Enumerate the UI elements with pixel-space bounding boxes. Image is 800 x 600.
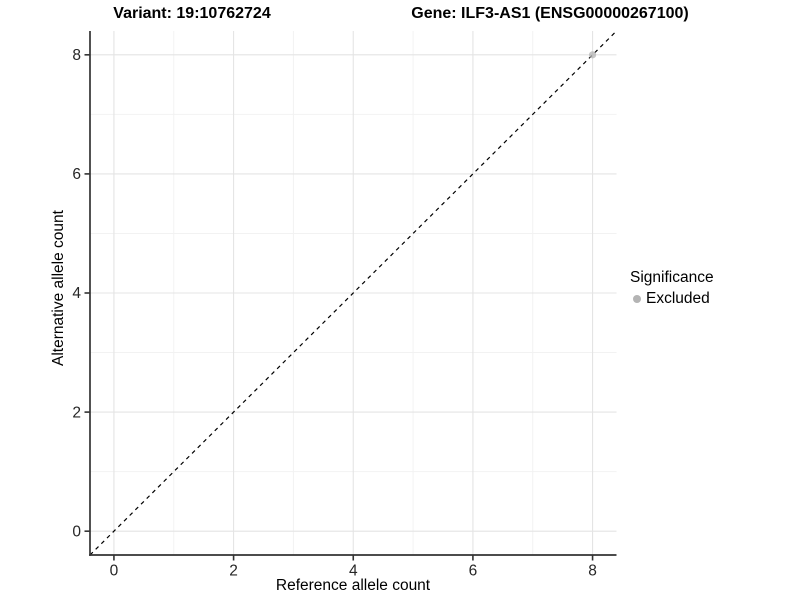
legend-item-label: Excluded xyxy=(646,290,710,307)
svg-text:8: 8 xyxy=(588,563,597,580)
y-axis-label: Alternative allele count xyxy=(50,210,67,366)
svg-text:2: 2 xyxy=(229,563,238,580)
svg-text:0: 0 xyxy=(110,563,119,580)
identity-line xyxy=(89,30,617,556)
x-axis-label: Reference allele count xyxy=(275,577,431,594)
data-points xyxy=(588,51,597,59)
svg-text:2: 2 xyxy=(72,404,81,421)
legend-title: Significance xyxy=(630,269,714,286)
x-tick-labels: 0 2 4 6 8 xyxy=(110,563,597,580)
svg-text:6: 6 xyxy=(469,563,478,580)
y-tick-labels: 0 2 4 6 8 xyxy=(72,47,81,540)
variant-title: Variant: 19:10762724 xyxy=(113,5,271,22)
gene-title: Gene: ILF3-AS1 (ENSG00000267100) xyxy=(411,5,689,22)
svg-text:4: 4 xyxy=(349,563,358,580)
legend-key-point-icon xyxy=(633,295,641,303)
tick-marks xyxy=(84,54,594,561)
svg-text:8: 8 xyxy=(72,47,81,64)
legend: Significance Excluded xyxy=(630,268,714,309)
legend-item-excluded: Excluded xyxy=(630,289,714,309)
svg-text:0: 0 xyxy=(72,523,81,540)
svg-text:4: 4 xyxy=(72,285,81,302)
data-point-excluded xyxy=(588,51,597,59)
svg-text:6: 6 xyxy=(72,166,81,183)
